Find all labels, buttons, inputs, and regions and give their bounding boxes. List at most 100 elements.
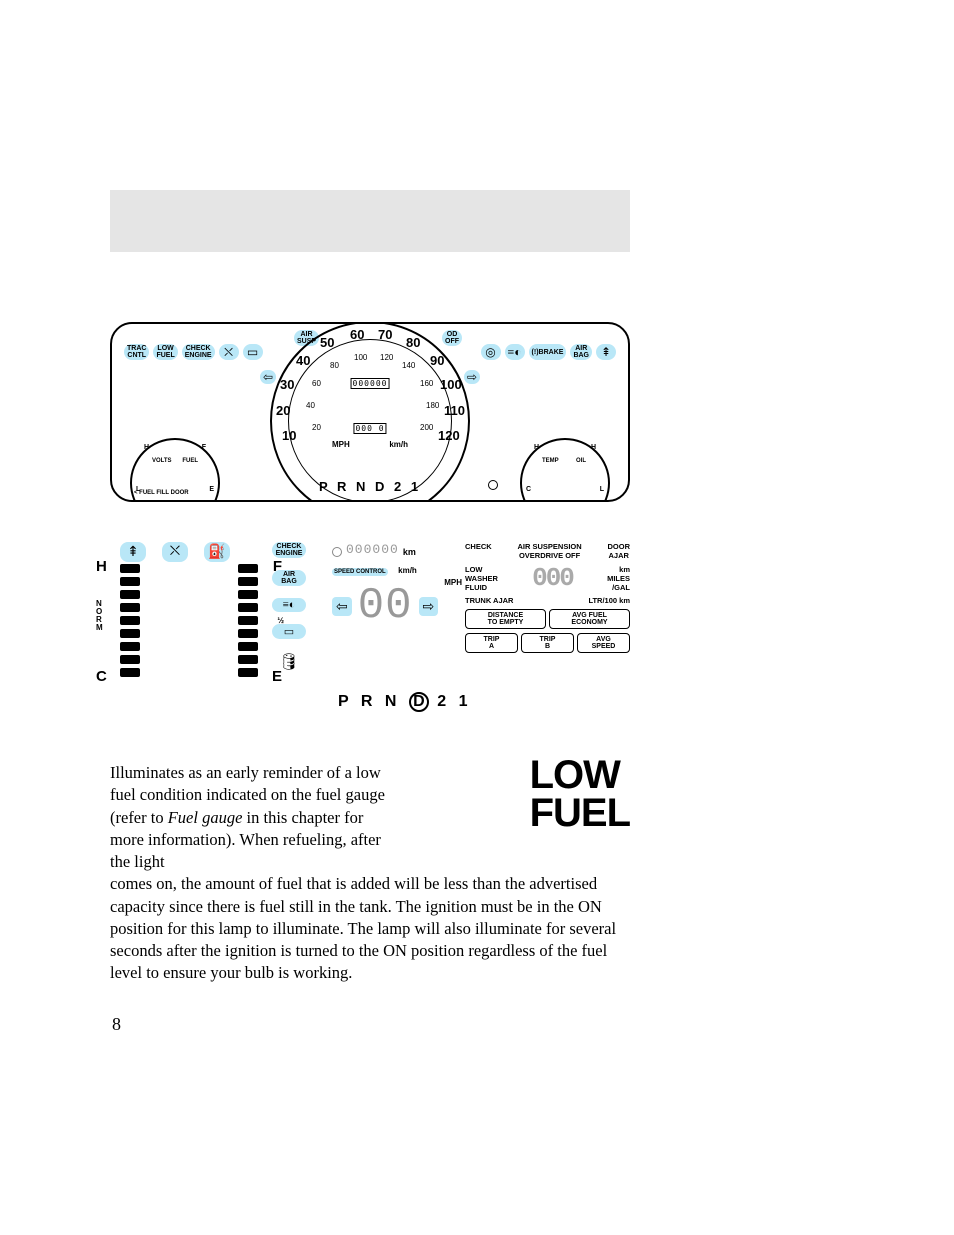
- check-engine-indicator: CHECKENGINE: [182, 344, 215, 360]
- trip-b-button[interactable]: TRIPB: [521, 633, 574, 653]
- info-big-num: 000: [532, 563, 573, 593]
- kmh-80: 80: [330, 361, 339, 370]
- badge-line2: FUEL: [530, 794, 630, 832]
- fuel-bar-gauge: F ½ E: [228, 560, 268, 681]
- kmh-160: 160: [420, 379, 433, 388]
- oil-l: L: [600, 486, 604, 493]
- brake-indicator: (!)BRAKE: [529, 344, 567, 360]
- speed-80: 80: [406, 335, 420, 350]
- km-label: km: [403, 547, 416, 557]
- info-panel: CHECK AIR SUSPENSIONOVERDRIVE OFF DOORAJ…: [465, 542, 630, 653]
- speed-120: 120: [438, 428, 460, 443]
- speed-control-label: SPEED CONTROL: [332, 568, 388, 576]
- battery-icon: ▭: [243, 344, 263, 360]
- digital-speed: 00: [358, 589, 413, 624]
- kmh-200: 200: [420, 423, 433, 432]
- air-bag-label: AIRBAG: [272, 570, 306, 586]
- kmh-140: 140: [402, 361, 415, 370]
- avg-fuel-economy-button[interactable]: AVG FUELECONOMY: [549, 609, 630, 629]
- low-fuel-indicator: LOWFUEL: [153, 344, 177, 360]
- kmh-40: 40: [306, 401, 315, 410]
- speed-10: 10: [282, 428, 296, 443]
- temp-h: H: [534, 444, 539, 451]
- speed-110: 110: [444, 403, 465, 418]
- check-engine-label: CHECKENGINE: [272, 542, 306, 558]
- body-p2: comes on, the amount of fuel that is add…: [110, 873, 630, 984]
- seatbelt-icon: ⛌: [219, 344, 239, 360]
- gear-indicator-2: P R N D 2 1: [338, 692, 472, 712]
- oil-label: OIL: [576, 458, 586, 464]
- gear-pre: P R N: [338, 693, 400, 710]
- digital-odo: 000000: [346, 542, 399, 557]
- oil-icon: 🛢: [272, 651, 306, 673]
- cluster2-label-col: CHECKENGINE AIRBAG ≡◐ ▭ 🛢: [272, 542, 306, 673]
- right-arrow-icon: ⇨: [419, 597, 439, 616]
- km-label-2: km: [619, 565, 630, 574]
- kmh-120: 120: [380, 353, 393, 362]
- badge-line1: LOW: [530, 756, 630, 794]
- fuel-label: FUEL: [182, 458, 198, 464]
- fuel-door-label: < FUEL FILL DOOR: [134, 490, 189, 496]
- ltr-label: LTR/100 km: [588, 596, 630, 605]
- volts-h: H: [144, 444, 149, 451]
- speed-100: 100: [440, 377, 462, 392]
- seatbelt-icon: ⛌: [162, 542, 188, 562]
- temp-label: TEMP: [542, 458, 559, 464]
- low-washer-label: LOWWASHERFLUID: [465, 565, 498, 592]
- temp-icon: ⇞: [120, 542, 146, 562]
- od-off-indicator: ODOFF: [442, 330, 462, 346]
- avg-speed-button[interactable]: AVGSPEED: [577, 633, 630, 653]
- body-section: LOW FUEL Illuminates as an early reminde…: [110, 762, 630, 985]
- button-row-2: TRIPA TRIPB AVGSPEED: [465, 633, 630, 653]
- right-turn-icon: ⇨: [464, 370, 480, 384]
- speed-70: 70: [378, 327, 392, 342]
- fuel-icon: ⛽: [204, 542, 230, 562]
- gear-post: 2 1: [437, 693, 471, 710]
- gear-selected: D: [409, 692, 429, 712]
- foglight-icon: ≡◐: [272, 598, 306, 612]
- temp-c: C: [526, 486, 531, 493]
- distance-to-empty-button[interactable]: DISTANCETO EMPTY: [465, 609, 546, 629]
- check-label: CHECK: [465, 542, 492, 560]
- speed-40: 40: [296, 353, 310, 368]
- mph-label: MPH: [332, 440, 350, 449]
- abs-icon: ◎: [481, 344, 501, 360]
- temp-bar-gauge: H NORM C: [110, 560, 150, 681]
- body-p1-italic: Fuel gauge: [168, 808, 243, 827]
- kmh-20: 20: [312, 423, 321, 432]
- speed-20: 20: [276, 403, 290, 418]
- air-susp-label: AIR SUSPENSIONOVERDRIVE OFF: [517, 542, 581, 560]
- foglight-icon: ≡◐: [505, 344, 525, 360]
- speedometer: 10 20 30 40 50 60 70 80 90 100 110 120 2…: [270, 322, 470, 502]
- temp-icon: ⇞: [596, 344, 616, 360]
- speed-60: 60: [350, 327, 364, 342]
- dot-icon: [332, 547, 342, 557]
- kmh-100: 100: [354, 353, 367, 362]
- kmh-label: km/h: [398, 566, 417, 575]
- odometer: 000000: [351, 378, 390, 389]
- speed-30: 30: [280, 377, 294, 392]
- digital-display: 000000 km SPEED CONTROL km/h MPH ⇦ 00 ⇨: [332, 542, 462, 624]
- instrument-cluster-1: AIRSUSP ODOFF TRACCNTL LOWFUEL CHECKENGI…: [110, 322, 630, 502]
- temp-oil-gauge: H H TEMP OIL C L: [520, 438, 610, 502]
- temp-norm: NORM: [96, 600, 103, 632]
- temp-c: C: [96, 668, 107, 685]
- trip-a-button[interactable]: TRIPA: [465, 633, 518, 653]
- kmh-label: km/h: [389, 440, 408, 449]
- trac-cntl-indicator: TRACCNTL: [124, 344, 149, 360]
- fuel-e: E: [209, 486, 214, 493]
- page: AIRSUSP ODOFF TRACCNTL LOWFUEL CHECKENGI…: [0, 0, 954, 985]
- reset-knob[interactable]: [488, 480, 498, 490]
- temp-h: H: [96, 558, 107, 575]
- trunk-ajar-label: TRUNK AJAR: [465, 596, 513, 605]
- volts-label: VOLTS: [152, 458, 172, 464]
- speed-50: 50: [320, 335, 334, 350]
- cluster2-icon-row: ⇞ ⛌ ⛽: [170, 542, 230, 562]
- oil-h: H: [591, 444, 596, 451]
- page-number: 8: [112, 1014, 121, 1035]
- air-bag-indicator: AIRBAG: [570, 344, 592, 360]
- battery-icon: ▭: [272, 624, 306, 639]
- speed-90: 90: [430, 353, 444, 368]
- miles-gal-label: MILES/GAL: [607, 574, 630, 592]
- low-fuel-badge: LOW FUEL: [530, 756, 630, 832]
